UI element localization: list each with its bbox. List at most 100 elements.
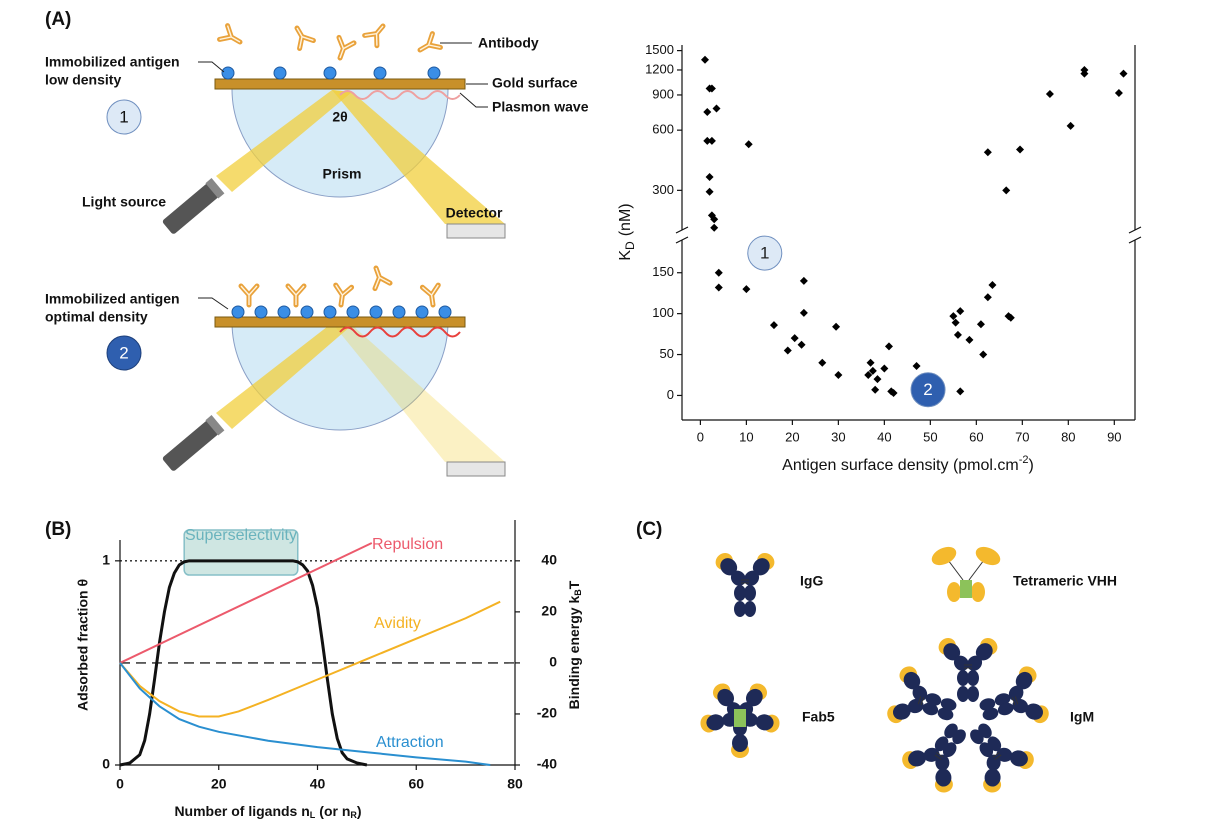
point [988, 281, 997, 289]
point [1016, 145, 1025, 154]
point [965, 335, 974, 344]
lamp-head [205, 178, 225, 199]
point [799, 308, 808, 317]
point [705, 187, 714, 196]
y2-tick-label: -20 [537, 705, 557, 721]
point [700, 55, 709, 64]
light-source [162, 178, 225, 234]
marker-label: 1 [119, 107, 128, 126]
axis-break [1128, 236, 1142, 244]
leader-line [198, 61, 225, 73]
y-tick-label: 1500 [645, 42, 674, 57]
series-line [119, 662, 491, 766]
y-tick-label: 1 [102, 552, 110, 568]
linker [968, 559, 985, 581]
antibody [290, 24, 313, 48]
x-axis-label-part: -2 [1019, 454, 1029, 466]
y-axis-label-part: K [617, 250, 634, 261]
highlight-label: Superselectivity [185, 527, 297, 544]
point [790, 334, 799, 343]
kd-scatter: 0 50 100 150 300 600 900 1200 1500 0 10 20 30 40 50 60 7… [617, 42, 1142, 474]
axis-break [675, 236, 689, 244]
annotation-marker [910, 372, 946, 408]
point [742, 285, 751, 294]
point [710, 223, 719, 232]
y2-tick-label: 0 [549, 654, 557, 670]
axis-break [675, 226, 689, 234]
antibody [365, 21, 389, 46]
antibody [332, 37, 354, 60]
point [1002, 186, 1011, 195]
x-tick-label: 20 [211, 776, 227, 792]
y2-tick-label: 20 [541, 603, 557, 619]
marker-label: 2 [119, 343, 128, 362]
label: low density [45, 72, 121, 88]
point [1006, 313, 1015, 322]
point [832, 322, 841, 331]
lamp-head [205, 415, 225, 436]
label: optimal density [45, 309, 148, 325]
antibody [241, 286, 257, 305]
point [979, 350, 988, 359]
igm [880, 634, 1055, 801]
y2-axis-label-part: Binding energy k [566, 596, 582, 710]
antigens [231, 305, 452, 319]
y2-axis-label-part: B [573, 589, 583, 596]
label: Immobilized antigen [45, 54, 180, 70]
x-tick-label: 40 [310, 776, 326, 792]
leader-line [459, 92, 488, 108]
x-tick-label: 0 [116, 776, 124, 792]
x-axis-label-part: (or n [319, 803, 350, 819]
vhh [975, 546, 1001, 566]
antigen [231, 305, 245, 319]
antigen [369, 305, 383, 319]
x-tick-label: 0 [697, 429, 704, 444]
label: Gold surface [492, 75, 578, 91]
label: 2θ [332, 109, 347, 125]
antibody [288, 286, 304, 305]
x-tick-label: 90 [1107, 429, 1121, 444]
y2-axis-label: Binding energy kBT [566, 580, 584, 709]
igg [935, 634, 1001, 702]
vhh [931, 546, 957, 566]
spr-low-density: Antibody Immobilized antigen low density… [45, 21, 589, 239]
point [703, 107, 712, 116]
y-axis-label-part: D [623, 241, 637, 250]
y-axis-label-part: (nM) [617, 203, 634, 236]
point [707, 84, 716, 93]
annotation-marker [747, 235, 783, 271]
panel-label: (A) [45, 9, 71, 30]
prism [231, 88, 449, 198]
antibody-formats: IgG Tetrameric VHH Fab5 IgM [699, 546, 1117, 801]
point [744, 140, 753, 149]
y2-axis-label-part: T [566, 580, 582, 589]
point [871, 385, 880, 394]
antibody [422, 285, 440, 306]
y-tick-label: 100 [652, 305, 674, 320]
point [868, 366, 877, 375]
label: Tetrameric VHH [1013, 573, 1117, 589]
highlight [183, 529, 299, 576]
point [976, 320, 985, 329]
x-tick-label: 70 [1015, 429, 1029, 444]
detector [446, 461, 506, 477]
incident-beam [216, 323, 352, 429]
y-axis-label: Adsorbed fraction θ [75, 579, 91, 711]
point [714, 268, 723, 277]
point [797, 340, 806, 349]
x-axis-label-part: Antigen surface density (pmol.cm [782, 457, 1019, 474]
detector [446, 223, 506, 239]
igg [950, 708, 1043, 801]
y2-tick-label: 40 [541, 552, 557, 568]
igg [712, 549, 778, 617]
y-axis-label: KD (nM) [617, 203, 637, 260]
x-axis-label: Number of ligands nL (or nR) [174, 803, 361, 821]
label: Detector [446, 205, 503, 221]
prism [231, 321, 449, 431]
marker [106, 99, 142, 135]
point [834, 371, 843, 379]
series-line [119, 600, 501, 718]
annotation-label: 1 [760, 244, 769, 263]
antigen [221, 66, 235, 80]
fab5 [699, 680, 781, 758]
